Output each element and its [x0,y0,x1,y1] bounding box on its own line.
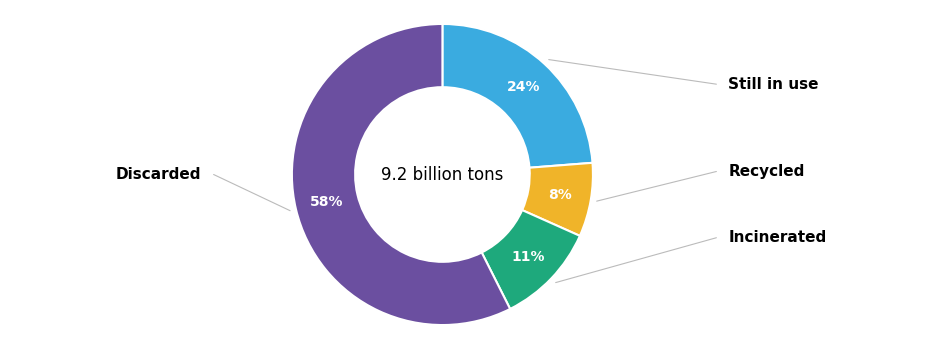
Text: 58%: 58% [310,195,343,209]
Text: 24%: 24% [507,80,540,94]
Wedge shape [522,163,593,236]
Text: Still in use: Still in use [728,77,819,92]
Wedge shape [292,24,511,325]
Text: Discarded: Discarded [116,167,202,182]
Text: 9.2 billion tons: 9.2 billion tons [381,165,504,184]
Text: Incinerated: Incinerated [728,230,827,245]
Text: 11%: 11% [512,250,545,263]
Text: 8%: 8% [548,188,571,202]
Text: Recycled: Recycled [728,164,804,179]
Wedge shape [443,24,592,168]
Wedge shape [482,210,580,309]
